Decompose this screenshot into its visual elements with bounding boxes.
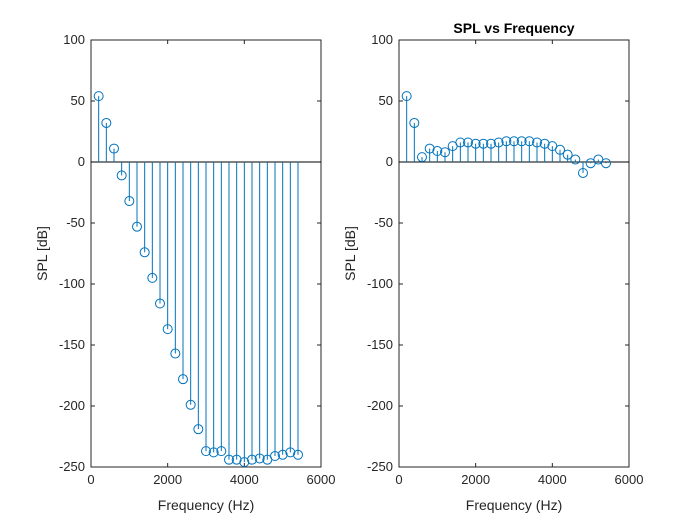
right-stem-marker bbox=[493, 137, 504, 148]
left-stem-marker bbox=[208, 447, 219, 458]
left-stem-marker bbox=[193, 424, 204, 435]
right-stem-marker bbox=[601, 158, 611, 169]
left-stem-marker bbox=[162, 324, 173, 335]
left-stem-marker bbox=[224, 454, 234, 465]
right-stem-marker bbox=[409, 117, 420, 128]
left-stem-marker bbox=[124, 196, 135, 207]
right-x-tick-label: 2000 bbox=[461, 472, 490, 487]
right-stem-marker bbox=[417, 152, 427, 163]
left-stem-marker bbox=[231, 454, 242, 465]
right-stem-marker bbox=[478, 138, 489, 149]
right-stem-marker bbox=[470, 138, 481, 149]
right-subplot-title: SPL vs Frequency bbox=[453, 20, 574, 36]
left-stem-marker bbox=[270, 451, 280, 462]
left-y-tick-label: -200 bbox=[59, 398, 85, 413]
left-x-tick-label: 4000 bbox=[230, 472, 259, 487]
left-y-tick-label: 0 bbox=[78, 154, 85, 169]
right-x-axis-label: Frequency (Hz) bbox=[466, 497, 562, 513]
left-y-axis-label: SPL [dB] bbox=[34, 226, 50, 281]
right-stem-marker bbox=[401, 91, 412, 102]
left-stem-marker bbox=[109, 143, 119, 154]
left-stem-marker bbox=[170, 348, 181, 359]
right-stem-marker bbox=[562, 149, 573, 160]
left-y-tick-label: 100 bbox=[63, 32, 85, 47]
left-stem-marker bbox=[155, 298, 165, 309]
left-x-axis-label: Frequency (Hz) bbox=[158, 497, 254, 513]
left-stem-marker bbox=[101, 117, 112, 128]
right-stem-marker bbox=[432, 146, 443, 157]
left-stem-marker bbox=[239, 457, 250, 468]
left-stem-marker bbox=[293, 449, 303, 460]
right-stem-marker bbox=[509, 136, 519, 147]
right-stem-marker bbox=[516, 136, 527, 147]
right-axes-box bbox=[398, 39, 630, 468]
right-y-tick-label: 100 bbox=[371, 32, 393, 47]
right-stem-marker bbox=[486, 138, 496, 149]
right-y-tick-label: 50 bbox=[379, 93, 393, 108]
left-stem-marker bbox=[216, 446, 227, 457]
left-stem-marker bbox=[254, 453, 265, 464]
right-y-tick-label: -150 bbox=[367, 337, 393, 352]
left-stem-marker bbox=[285, 447, 296, 458]
left-x-tick-label: 2000 bbox=[153, 472, 182, 487]
right-stem-marker bbox=[555, 144, 565, 155]
right-stem-marker bbox=[570, 154, 581, 165]
right-subplot: SPL vs Frequency Frequency (Hz) SPL [dB]… bbox=[342, 20, 643, 513]
left-stem-marker bbox=[139, 247, 150, 258]
left-stem-marker bbox=[277, 449, 288, 460]
right-stem-marker bbox=[578, 167, 588, 178]
right-y-tick-label: 0 bbox=[386, 154, 393, 169]
right-y-tick-label: -250 bbox=[367, 459, 393, 474]
right-y-tick-label: -50 bbox=[374, 215, 393, 230]
left-y-tick-label: -100 bbox=[59, 276, 85, 291]
right-stem-marker bbox=[463, 137, 473, 148]
right-stem-marker bbox=[424, 143, 435, 154]
right-x-tick-label: 6000 bbox=[615, 472, 644, 487]
right-y-tick-label: -200 bbox=[367, 398, 393, 413]
left-y-tick-label: -150 bbox=[59, 337, 85, 352]
right-stem-marker bbox=[501, 136, 512, 147]
right-y-tick-label: -100 bbox=[367, 276, 393, 291]
right-y-axis-label: SPL [dB] bbox=[342, 226, 358, 281]
left-stem-marker bbox=[132, 221, 142, 232]
left-stem-marker bbox=[147, 272, 158, 283]
right-stem-marker bbox=[532, 137, 542, 148]
right-stem-marker bbox=[455, 137, 466, 148]
left-stem-marker bbox=[201, 446, 211, 457]
left-stem-marker bbox=[185, 399, 196, 410]
left-x-tick-label: 0 bbox=[87, 472, 94, 487]
left-y-tick-label: -250 bbox=[59, 459, 85, 474]
right-x-tick-label: 4000 bbox=[538, 472, 567, 487]
left-stem-marker bbox=[178, 374, 188, 385]
left-axes-box bbox=[90, 39, 322, 468]
right-x-tick-label: 0 bbox=[395, 472, 402, 487]
right-stem-marker bbox=[539, 138, 550, 149]
left-stem-marker bbox=[116, 170, 127, 181]
left-stem-marker bbox=[93, 91, 104, 102]
left-y-tick-label: 50 bbox=[71, 93, 85, 108]
left-stem-marker bbox=[247, 454, 257, 465]
left-x-tick-label: 6000 bbox=[307, 472, 336, 487]
right-stem-marker bbox=[440, 147, 450, 158]
right-stem-marker bbox=[524, 136, 535, 147]
left-y-tick-label: -50 bbox=[66, 215, 85, 230]
left-subplot: Frequency (Hz) SPL [dB] 100 50 0 -50 -100 -15… bbox=[34, 32, 335, 513]
